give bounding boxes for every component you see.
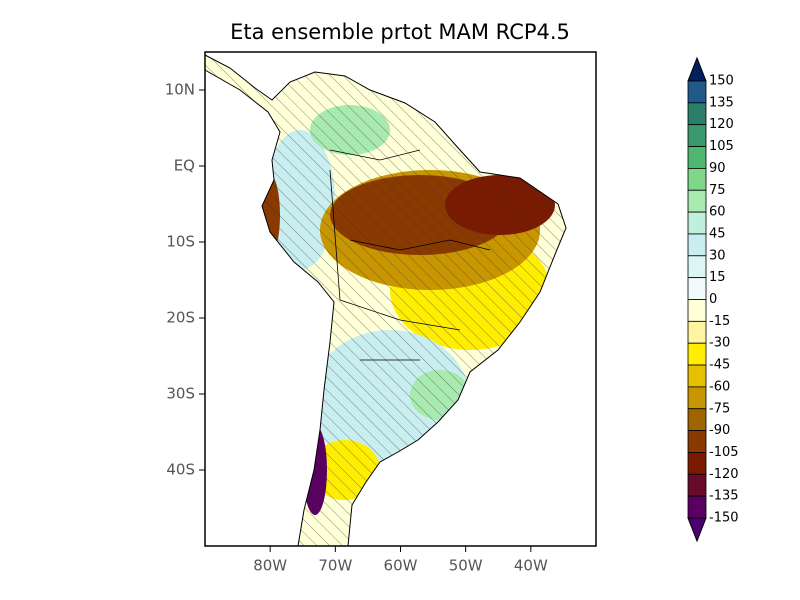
colorbar-box xyxy=(687,80,707,104)
colorbar-box xyxy=(687,146,707,169)
colorbar-label: -105 xyxy=(709,445,739,460)
colorbar-label: 90 xyxy=(709,161,726,176)
colorbar-box xyxy=(687,320,707,344)
colorbar-box xyxy=(687,473,707,497)
colorbar-box xyxy=(687,102,707,126)
borders xyxy=(329,149,491,361)
lat-tick-label: 10S xyxy=(166,233,195,251)
colorbar-label: 60 xyxy=(709,205,726,220)
colorbar-label: -30 xyxy=(709,336,730,351)
colorbar-box xyxy=(687,167,707,191)
colorbar-label: 75 xyxy=(709,183,726,198)
lat-tick-label: 10N xyxy=(165,81,195,99)
colorbar-label: 0 xyxy=(709,292,717,307)
colorbar-label: 150 xyxy=(709,74,734,89)
colorbar-box xyxy=(687,189,707,213)
colorbar-box xyxy=(687,233,707,257)
colorbar-box xyxy=(687,430,707,453)
colorbar-box xyxy=(687,452,707,475)
lat-tick-label: 20S xyxy=(166,309,195,327)
colorbar-label: -135 xyxy=(709,489,739,504)
colorbar-label: -45 xyxy=(709,358,730,373)
colorbar-label: 45 xyxy=(709,226,726,241)
colorbar-label: -90 xyxy=(709,423,730,438)
lon-tick-label: 80W xyxy=(253,557,287,575)
colorbar-box xyxy=(687,255,707,279)
colorbar-box xyxy=(687,277,707,300)
colorbar-box xyxy=(687,386,707,410)
colorbar-bottom xyxy=(687,517,707,543)
colorbar-label: -120 xyxy=(709,467,739,482)
colorbar-box xyxy=(687,124,707,147)
lon-tick-label: 70W xyxy=(318,557,352,575)
colorbar-label: -15 xyxy=(709,314,730,329)
lat-tick-label: 40S xyxy=(166,461,195,479)
lon-tick-label: 50W xyxy=(449,557,483,575)
colorbar-label: 135 xyxy=(709,95,734,110)
colorbar-label: 15 xyxy=(709,270,726,285)
colorbar-label: -75 xyxy=(709,401,730,416)
lat-tick-label: EQ xyxy=(174,157,195,175)
map-field xyxy=(205,55,566,546)
colorbar-top xyxy=(687,56,707,82)
colorbar-box xyxy=(687,495,707,519)
colorbar-box xyxy=(687,364,707,388)
colorbar-box xyxy=(687,342,707,366)
colorbar-label: -60 xyxy=(709,379,730,394)
colorbar-box xyxy=(687,211,707,235)
coastline xyxy=(204,54,567,547)
lat-tick-label: 30S xyxy=(166,385,195,403)
lon-tick-label: 40W xyxy=(514,557,548,575)
colorbar-label: -150 xyxy=(709,511,739,526)
colorbar-label: 30 xyxy=(709,248,726,263)
colorbar-box xyxy=(687,299,707,322)
colorbar-box xyxy=(687,408,707,432)
lon-tick-label: 60W xyxy=(384,557,418,575)
colorbar-label: 105 xyxy=(709,139,734,154)
colorbar-label: 120 xyxy=(709,117,734,132)
map-title: Eta ensemble prtot MAM RCP4.5 xyxy=(230,20,570,44)
